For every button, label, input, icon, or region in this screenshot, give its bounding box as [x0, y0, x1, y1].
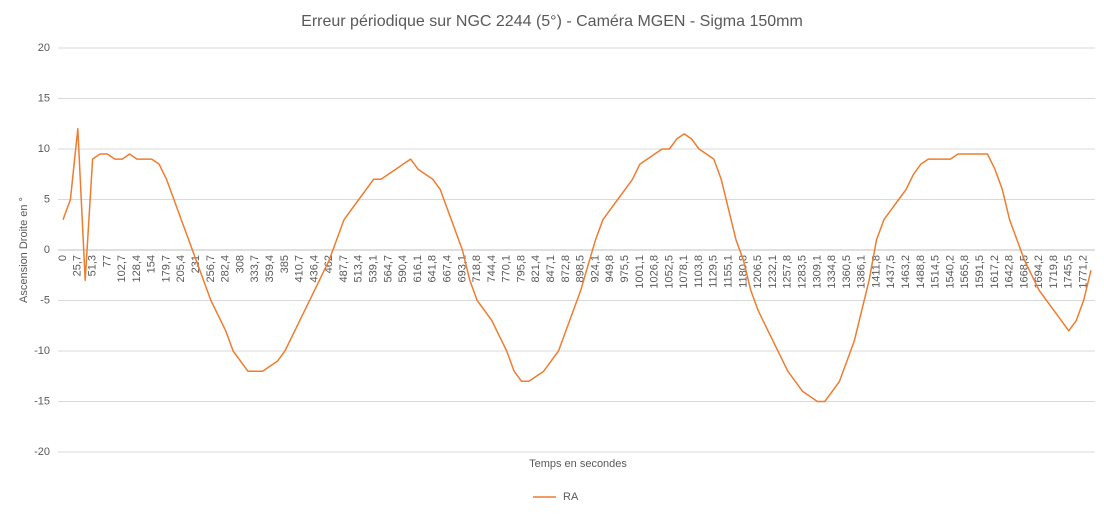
- x-tick-label: 1103,8: [693, 255, 705, 288]
- x-tick-label: 1283,5: [796, 255, 808, 289]
- y-tick-label: 0: [44, 244, 50, 256]
- x-tick-label: 564,7: [382, 255, 394, 283]
- x-tick-label: 1155,1: [723, 255, 735, 288]
- x-tick-label: 333,7: [249, 255, 261, 283]
- x-tick-label: 1411,8: [870, 255, 882, 288]
- x-tick-label: 821,4: [530, 255, 542, 283]
- x-tick-label: 1309,1: [811, 255, 823, 289]
- x-tick-label: 1617,2: [989, 255, 1001, 289]
- x-tick-label: 1694,2: [1033, 255, 1045, 289]
- x-tick-label: 1334,8: [826, 255, 838, 289]
- x-tick-label: 1129,5: [708, 255, 720, 288]
- x-tick-label: 1206,5: [752, 255, 764, 289]
- x-tick-label: 1180,8: [737, 255, 749, 288]
- data-line: [62, 128, 1092, 403]
- x-tick-label: 1257,8: [782, 255, 794, 289]
- x-tick-label: 0: [57, 255, 69, 261]
- y-tick-label: 20: [38, 42, 50, 54]
- x-tick-label: 1463,2: [900, 255, 912, 289]
- legend-label: RA: [563, 491, 579, 503]
- y-tick-label: 5: [44, 193, 50, 205]
- x-tick-label: 436,4: [308, 255, 320, 283]
- x-tick-label: 718,8: [471, 255, 483, 283]
- x-tick-label: 128,4: [131, 255, 143, 283]
- y-tick-label: 15: [38, 92, 50, 104]
- x-tick-label: 1026,8: [649, 255, 661, 289]
- x-tick-label: 385: [279, 255, 291, 273]
- x-tick-label: 410,7: [294, 255, 306, 283]
- x-tick-label: 102,7: [116, 255, 128, 283]
- x-tick-label: 924,1: [589, 255, 601, 283]
- x-tick-label: 949,8: [604, 255, 616, 283]
- x-tick-label: 744,4: [486, 255, 498, 283]
- x-tick-label: 590,4: [397, 255, 409, 283]
- y-tick-label: -20: [34, 446, 50, 458]
- y-tick-label: 10: [38, 143, 50, 155]
- x-tick-label: 616,1: [412, 255, 424, 283]
- x-tick-label: 282,4: [220, 255, 232, 283]
- x-tick-label: 51,3: [86, 255, 98, 276]
- x-tick-label: 205,4: [175, 255, 187, 283]
- x-tick-label: 1360,5: [841, 255, 853, 289]
- x-tick-label: 1540,2: [944, 255, 956, 289]
- x-tick-label: 359,4: [264, 255, 276, 283]
- x-tick-label: 462: [323, 255, 335, 273]
- x-tick-label: 308: [234, 255, 246, 273]
- y-tick-label: -15: [34, 395, 50, 407]
- x-tick-label: 1771,2: [1078, 255, 1090, 289]
- x-tick-label: 898,5: [575, 255, 587, 283]
- x-tick-label: 1565,8: [959, 255, 971, 289]
- x-tick-label: 77: [101, 255, 113, 267]
- y-axis-title: Ascension Droite en °: [18, 197, 30, 303]
- x-tick-label: 25,7: [72, 255, 84, 276]
- y-tick-label: -5: [40, 294, 50, 306]
- x-tick-label: 1668,5: [1018, 255, 1030, 289]
- x-tick-label: 539,1: [368, 255, 380, 283]
- x-tick-label: 179,7: [160, 255, 172, 283]
- x-tick-label: 975,5: [619, 255, 631, 283]
- y-tick-label: -10: [34, 345, 50, 357]
- x-tick-label: 1745,5: [1063, 255, 1075, 289]
- x-tick-label: 1052,5: [663, 255, 675, 289]
- x-tick-label: 1437,5: [885, 255, 897, 289]
- x-tick-label: 847,1: [545, 255, 557, 283]
- x-tick-label: 487,7: [338, 255, 350, 283]
- x-tick-label: 1078,1: [678, 255, 690, 289]
- x-axis-title: Temps en secondes: [529, 458, 627, 470]
- x-tick-label: 1232,1: [767, 255, 779, 289]
- x-tick-label: 256,7: [205, 255, 217, 283]
- x-tick-label: 1386,1: [856, 255, 868, 289]
- x-tick-label: 1488,8: [915, 255, 927, 289]
- x-tick-label: 795,8: [515, 255, 527, 283]
- x-tick-label: 667,4: [441, 255, 453, 283]
- x-tick-label: 1719,8: [1048, 255, 1060, 289]
- x-tick-label: 770,1: [501, 255, 513, 283]
- x-tick-label: 641,8: [427, 255, 439, 283]
- x-tick-label: 513,4: [353, 255, 365, 283]
- x-tick-label: 1591,5: [974, 255, 986, 289]
- x-tick-label: 1514,5: [930, 255, 942, 289]
- x-tick-label: 1001,1: [634, 255, 646, 289]
- x-tick-label: 154: [146, 255, 158, 273]
- chart-title: Erreur périodique sur NGC 2244 (5°) - Ca…: [301, 13, 803, 30]
- x-tick-label: 1642,8: [1004, 255, 1016, 289]
- x-tick-label: 872,8: [560, 255, 572, 283]
